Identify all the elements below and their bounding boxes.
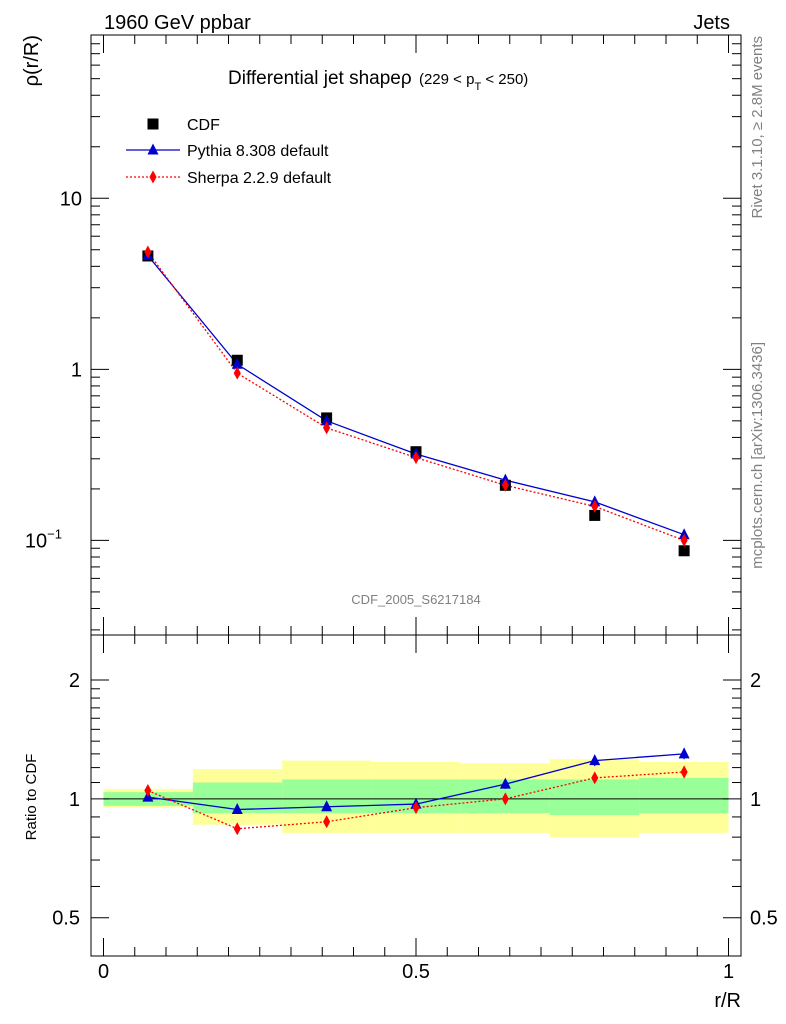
x-tick-label: 0 (98, 961, 109, 983)
legend-sherpa-marker (149, 170, 157, 184)
main-pythia-point (231, 357, 243, 369)
x-tick-label: 1 (723, 961, 734, 983)
main-sherpa-point (144, 245, 152, 259)
legend-cdf-marker (147, 118, 159, 130)
main-sherpa-point (412, 451, 420, 465)
ratio-pythia-point (678, 747, 690, 759)
main-title-text: Differential jet shapeρ (228, 68, 412, 89)
ratio-y-tick-label: 1 (69, 789, 80, 811)
main-cdf-point (678, 545, 690, 557)
rivet-label: Rivet 3.1.10, ≥ 2.8M events (749, 36, 766, 219)
main-pythia-point (678, 528, 690, 540)
main-cdf-point (589, 509, 601, 521)
main-y-tick-label: 10−1 (25, 526, 62, 552)
ratio-plot-panel: 2 2 1 1 0.5 0.5 0 0.5 1 Ratio to CDF r/R (23, 634, 778, 1012)
main-pythia-point (321, 414, 333, 426)
main-plot-panel: 10 1 10−1 Differential jet shapeρ (229 < p… (21, 34, 742, 636)
ratio-y-tick-label-right: 1 (750, 789, 761, 811)
ratio-y-tick-label-right: 0.5 (750, 908, 778, 930)
legend-cdf-label: CDF (187, 117, 220, 134)
main-sherpa-point (233, 366, 241, 380)
ratio-band-green (639, 777, 729, 814)
ratio-pythia-point (231, 802, 243, 814)
ratio-sherpa-point (501, 792, 509, 806)
main-sherpa-point (591, 499, 599, 513)
main-y-axis-label: ρ(r/R) (21, 35, 43, 86)
main-sherpa-point (501, 478, 509, 492)
ratio-sherpa-point (591, 771, 599, 785)
ratio-pythia-point (499, 777, 511, 789)
ratio-y-tick-label: 0.5 (52, 908, 80, 930)
ratio-band-green (549, 779, 640, 816)
ratio-sherpa-point (144, 783, 152, 797)
category-label: Jets (693, 12, 730, 34)
legend-pythia-label: Pythia 8.308 default (187, 143, 329, 160)
x-axis-label: r/R (714, 990, 741, 1012)
mcplots-label: mcplots.cern.ch [arXiv:1306.3436] (749, 342, 766, 569)
energy-label: 1960 GeV ppbar (104, 12, 251, 34)
ratio-y-tick-label-right: 2 (750, 670, 761, 692)
legend: CDF Pythia 8.308 default Sherpa 2.2.9 defa… (126, 117, 332, 187)
main-y-tick-label: 10 (60, 188, 82, 210)
ratio-sherpa-point (233, 822, 241, 836)
main-y-tick-label: 1 (71, 359, 82, 381)
main-title-cut-post: < 250) (481, 71, 528, 88)
ratio-sherpa-point (412, 801, 420, 815)
legend-pythia-marker (147, 143, 159, 155)
legend-sherpa-label: Sherpa 2.2.9 default (187, 170, 332, 187)
x-tick-label: 0.5 (402, 961, 430, 983)
main-sherpa-point (323, 421, 331, 435)
ratio-pythia-point (321, 800, 333, 812)
main-sherpa-point (680, 533, 688, 547)
ratio-pythia-point (589, 754, 601, 766)
ratio-sherpa-point (680, 765, 688, 779)
main-pythia-line (147, 255, 685, 536)
main-sherpa-line (147, 251, 685, 542)
main-title-cut-sub: T (474, 81, 481, 93)
ratio-y-axis-label: Ratio to CDF (23, 754, 40, 841)
ratio-sherpa-point (323, 815, 331, 829)
analysis-watermark: CDF_2005_S6217184 (351, 592, 480, 607)
main-title-cut: (229 < p (419, 71, 474, 88)
ratio-y-tick-label: 2 (69, 670, 80, 692)
main-title: Differential jet shapeρ (229 < pT < 250) (228, 68, 528, 93)
